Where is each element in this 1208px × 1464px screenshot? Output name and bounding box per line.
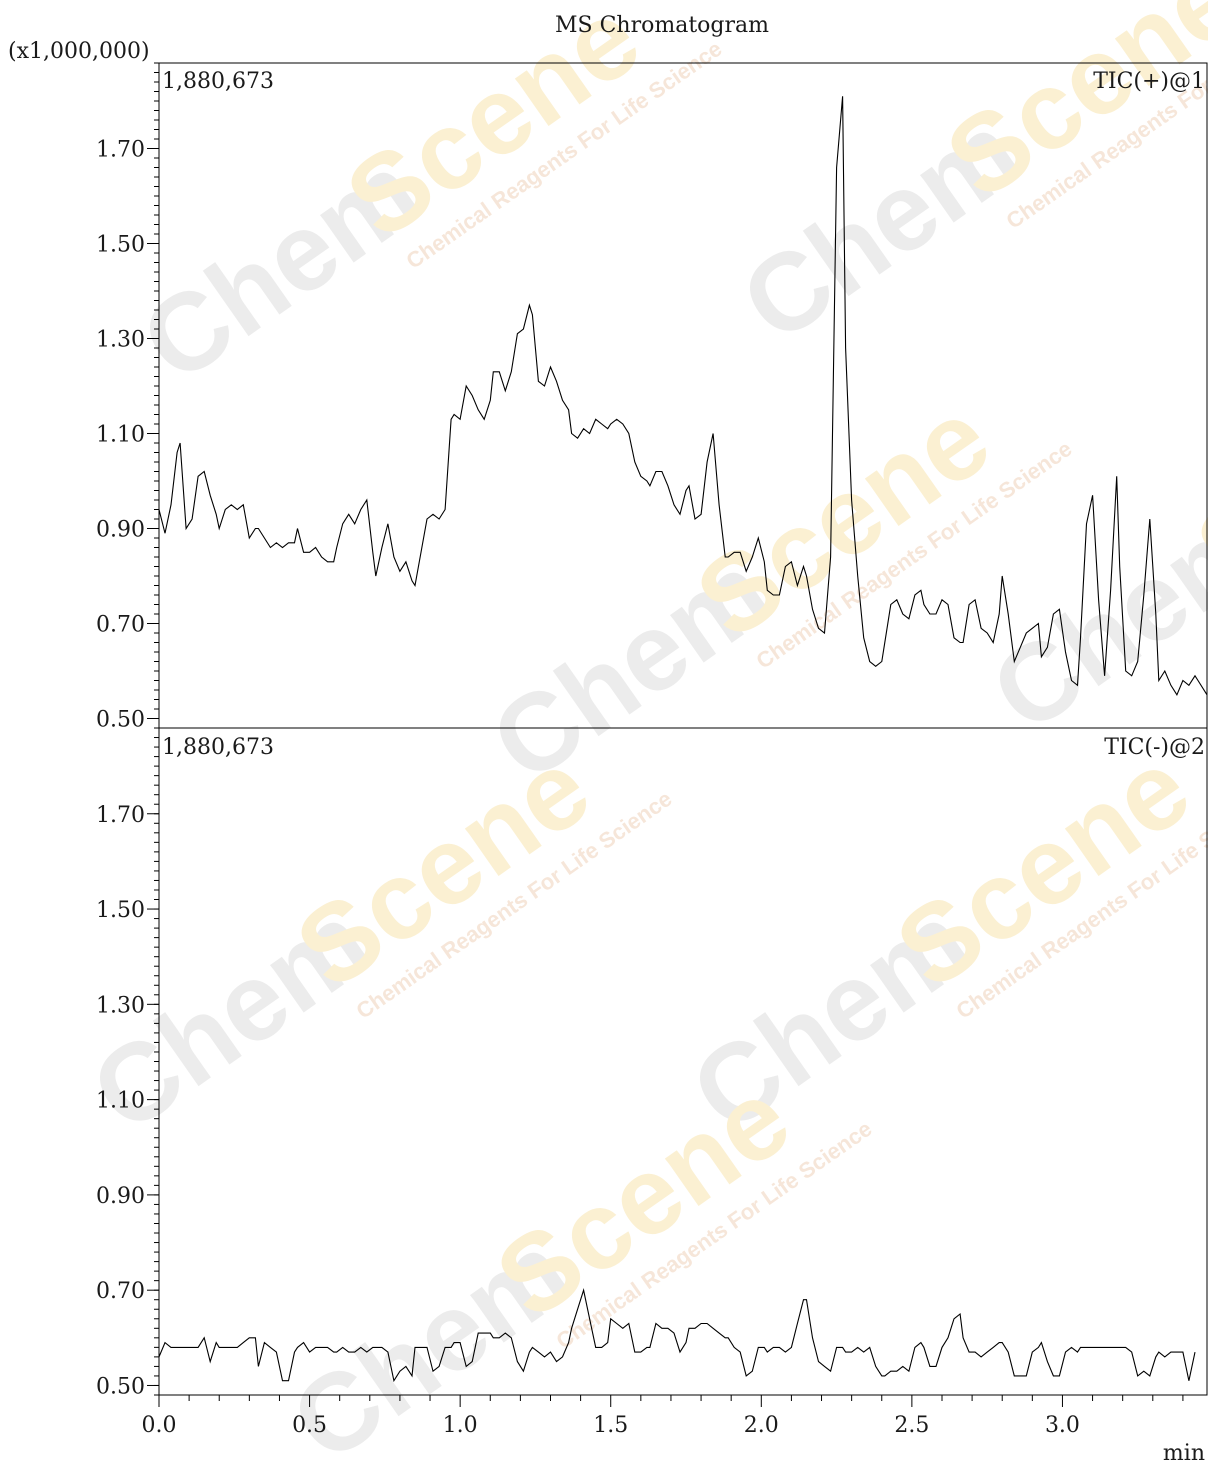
y-tick-label: 1.50: [96, 898, 145, 923]
chart-title: MS Chromatogram: [555, 13, 769, 38]
y-axis: 0.50 0.70 0.90 1.10 1.30 1.50 1.70: [96, 727, 159, 1399]
panel-max-label: 1,880,673: [162, 69, 274, 94]
panel-series-label: TIC(+)@1: [1093, 69, 1205, 94]
y-tick-label: 1.10: [96, 423, 145, 448]
y-tick-label: 1.70: [96, 138, 145, 163]
watermark-brand: Chem: [970, 480, 1208, 756]
y-tick-label: 1.70: [96, 803, 145, 828]
panel-series-label: TIC(-)@2: [1104, 735, 1205, 760]
panel-tic-positive: 1,880,673 TIC(+)@1 0.50 0.70 0.90 1.10 1.30 1…: [96, 62, 1208, 733]
series-line-tic-negative: [158, 1288, 1196, 1383]
x-tick-label: 1.5: [593, 1413, 628, 1438]
panel-tic-negative: 1,880,673 TIC(-)@2 0.50 0.70 0.90 1.10 1.30 1…: [96, 727, 1208, 1399]
x-tick-label: 3.0: [1045, 1413, 1080, 1438]
y-tick-label: 0.70: [96, 1279, 145, 1304]
x-axis: 0.0 0.5 1.0 1.5 2.0 2.5 3.0: [142, 1395, 1184, 1438]
y-tick-label: 1.30: [96, 993, 145, 1018]
x-tick-label: 2.5: [894, 1413, 929, 1438]
x-tick-label: 0.5: [292, 1413, 327, 1438]
y-tick-label: 0.70: [96, 613, 145, 638]
panel-max-label: 1,880,673: [162, 735, 274, 760]
y-tick-label: 1.30: [96, 328, 145, 353]
y-tick-label: 0.90: [96, 1184, 145, 1209]
x-tick-label: 1.0: [443, 1413, 478, 1438]
y-tick-label: 0.90: [96, 518, 145, 543]
y-tick-label: 0.50: [96, 1374, 145, 1399]
y-multiplier-label: (x1,000,000): [8, 39, 150, 64]
y-tick-label: 1.50: [96, 233, 145, 258]
x-axis-label: min: [1163, 1441, 1205, 1464]
y-axis: 0.50 0.70 0.90 1.10 1.30 1.50 1.70: [96, 62, 159, 733]
x-tick-label: 2.0: [744, 1413, 779, 1438]
y-tick-label: 0.50: [96, 708, 145, 733]
x-tick-label: 0.0: [142, 1413, 177, 1438]
y-tick-label: 1.10: [96, 1089, 145, 1114]
series-line-tic-positive: [158, 96, 1208, 696]
